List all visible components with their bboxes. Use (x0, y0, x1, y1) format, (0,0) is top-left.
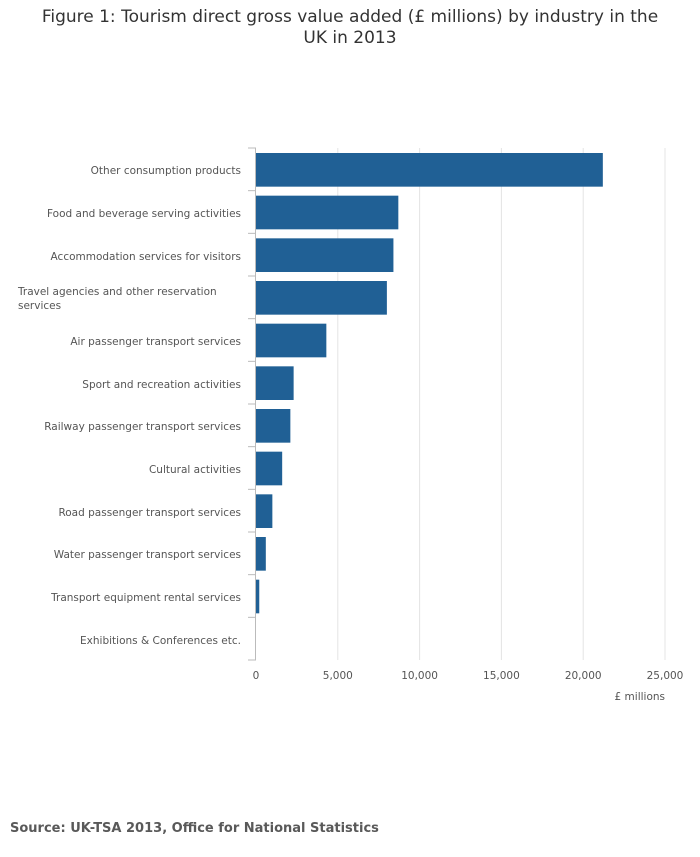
y-tick-label: Food and beverage serving activities (47, 208, 241, 220)
y-tick-label: Air passenger transport services (70, 336, 241, 348)
y-tick-label: Water passenger transport services (53, 549, 241, 562)
y-tick-label: Accommodation services for visitors (50, 250, 241, 263)
bar (256, 281, 387, 315)
x-tick-label: 15,000 (483, 670, 520, 682)
x-tick-label: 10,000 (401, 670, 438, 682)
bar (256, 451, 283, 486)
bar (256, 537, 266, 571)
y-tick-label: Sport and recreation activities (82, 378, 241, 391)
y-tick-label: Other consumption products (90, 165, 241, 178)
bar (256, 195, 399, 230)
x-tick-label: 20,000 (565, 670, 602, 682)
y-tick-label: Travel agencies and other reservation se… (18, 286, 217, 313)
y-tick-label: Cultural activities (148, 464, 241, 476)
y-tick-label: Railway passenger transport services (44, 421, 241, 434)
chart-title: Figure 1: Tourism direct gross value add… (41, 7, 659, 48)
bar (256, 494, 273, 528)
y-tick-label: Transport equipment rental services (51, 592, 241, 604)
bar (256, 238, 394, 272)
y-tick-label: Exhibitions & Conferences etc. (80, 634, 241, 647)
x-tick-label: 25,000 (647, 670, 684, 682)
source: Source: UK-TSA 2013, Office for National… (10, 821, 379, 836)
bar (256, 323, 327, 358)
x-axis-label: £ millions (615, 691, 665, 703)
x-tick-label: 0 (253, 670, 260, 682)
bar (256, 579, 260, 614)
y-tick-label: Road passenger transport services (58, 506, 241, 519)
x-tick-label: 5,000 (323, 670, 353, 682)
bar (256, 409, 291, 443)
bar (256, 366, 294, 400)
bar (256, 153, 603, 187)
